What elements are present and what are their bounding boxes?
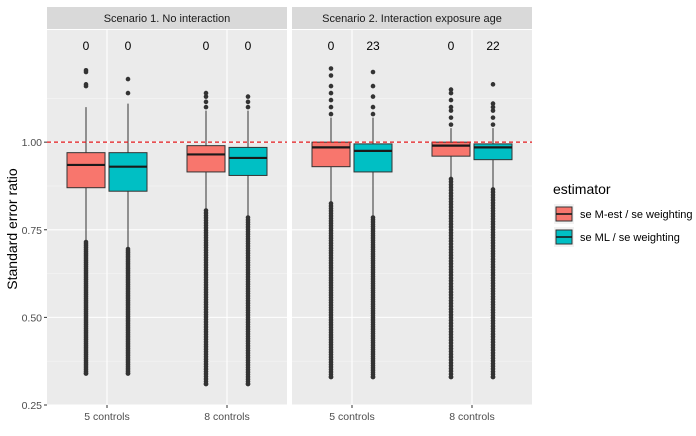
outlier-point	[370, 104, 376, 110]
outlier-point	[83, 68, 89, 73]
outlier-point	[448, 87, 454, 92]
outlier-point	[328, 83, 334, 89]
outlier-point	[490, 82, 496, 87]
count-label: 22	[486, 39, 500, 53]
box-ml: 0	[228, 39, 268, 387]
outlier-point	[125, 371, 131, 376]
outlier-point	[83, 82, 89, 87]
outlier-point	[328, 66, 334, 71]
box-ml: 0	[108, 39, 148, 376]
box-mest: 0	[66, 39, 106, 376]
outlier-point	[328, 90, 334, 96]
y-tick-label: 0.75	[22, 225, 43, 237]
y-tick-label: 0.50	[22, 312, 43, 324]
outlier-point	[370, 69, 376, 75]
outlier-point	[490, 101, 496, 106]
x-tick-label: 8 controls	[449, 411, 495, 423]
outlier-point	[328, 97, 334, 103]
outlier-point	[448, 374, 454, 380]
outlier-point	[203, 90, 209, 96]
outlier-point	[83, 239, 89, 245]
outlier-point	[245, 104, 251, 110]
legend-label: se M-est / se weighting	[580, 209, 693, 221]
x-tick-label: 8 controls	[204, 411, 250, 423]
outlier-point	[448, 122, 454, 127]
box-mest: 0	[311, 39, 351, 380]
panel-title: Scenario 2. Interaction exposure age	[322, 13, 502, 25]
box-iqr	[353, 143, 393, 173]
panel-2: Scenario 2. Interaction exposure age 0 23 5…	[292, 7, 532, 423]
panel-title: Scenario 1. No interaction	[104, 13, 231, 25]
legend-item[interactable]: se M-est / se weighting	[554, 204, 693, 224]
outlier-point	[448, 176, 454, 182]
outlier-point	[125, 90, 131, 96]
outlier-point	[83, 371, 89, 376]
outlier-point	[245, 99, 251, 105]
box-iqr	[108, 152, 148, 192]
outlier-point	[203, 208, 209, 213]
panel-background	[292, 30, 532, 405]
panel-strip	[292, 7, 532, 29]
outlier-point	[245, 215, 251, 220]
outlier-point	[490, 374, 496, 380]
outlier-point	[490, 187, 496, 192]
box-iqr	[186, 145, 226, 173]
box-iqr	[431, 141, 471, 157]
panel-strip	[47, 7, 287, 29]
outlier-point	[203, 104, 209, 110]
count-label: 23	[366, 39, 380, 53]
outlier-point	[490, 115, 496, 120]
outlier-point	[490, 104, 496, 110]
count-label: 0	[448, 39, 455, 53]
y-tick-label: 1.00	[22, 137, 43, 149]
outlier-point	[490, 122, 496, 127]
count-label: 0	[203, 39, 210, 53]
box-ml: 23	[353, 39, 393, 380]
legend-title: estimator	[553, 181, 611, 197]
outlier-point	[245, 381, 251, 387]
outlier-point	[448, 90, 454, 96]
count-label: 0	[245, 39, 252, 53]
y-tick-label: 0.25	[22, 400, 43, 412]
outlier-point	[125, 76, 131, 82]
outlier-point	[448, 104, 454, 110]
outlier-point	[448, 115, 454, 120]
x-tick-label: 5 controls	[329, 411, 375, 423]
outlier-point	[370, 374, 376, 380]
count-label: 0	[83, 39, 90, 53]
outlier-point	[490, 108, 496, 113]
legend-label: se ML / se weighting	[580, 232, 680, 244]
panel-background	[47, 30, 287, 405]
outlier-point	[203, 94, 209, 99]
box-iqr	[66, 152, 106, 189]
box-iqr	[473, 143, 513, 161]
outlier-point	[328, 73, 334, 78]
box-mest: 0	[431, 39, 471, 380]
box-ml: 22	[473, 39, 513, 380]
outlier-point	[370, 83, 376, 89]
outlier-point	[203, 99, 209, 105]
outlier-point	[370, 94, 376, 99]
box-iqr	[228, 146, 268, 176]
outlier-point	[328, 374, 334, 380]
outlier-point	[370, 111, 376, 117]
count-label: 0	[125, 39, 132, 53]
outlier-point	[328, 111, 334, 117]
y-axis-title: Standard error ratio	[4, 168, 20, 290]
box-mest: 0	[186, 39, 226, 387]
box-iqr	[311, 141, 351, 168]
x-tick-label: 5 controls	[84, 411, 130, 423]
outlier-point	[125, 246, 131, 252]
outlier-point	[328, 104, 334, 110]
outlier-point	[370, 215, 376, 220]
outlier-point	[448, 97, 454, 103]
panel-1: Scenario 1. No interaction 0 0 5 controls 0 0…	[47, 7, 287, 423]
outlier-point	[448, 108, 454, 113]
legend-item[interactable]: se ML / se weighting	[554, 227, 680, 247]
outlier-point	[203, 381, 209, 387]
count-label: 0	[328, 39, 335, 53]
outlier-point	[328, 201, 334, 206]
outlier-point	[245, 94, 251, 99]
